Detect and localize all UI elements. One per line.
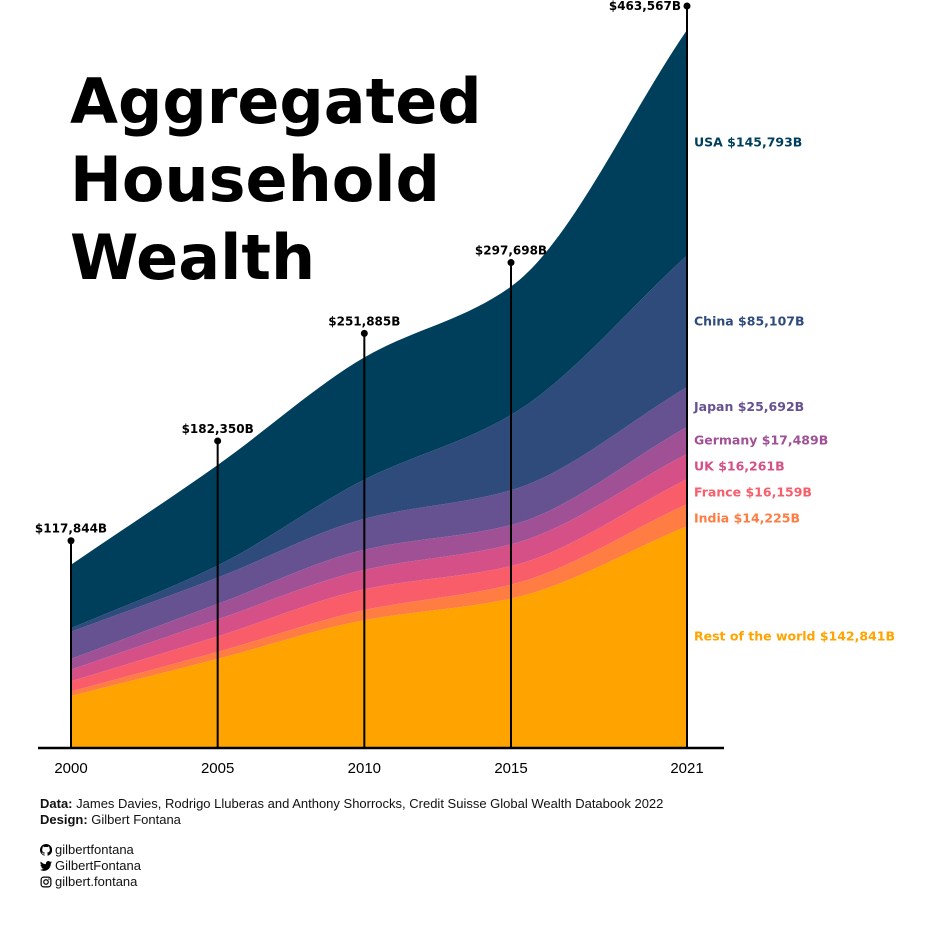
chart-title: Aggregated Household Wealth — [70, 65, 482, 294]
series-label-japan: Japan $25,692B — [693, 399, 804, 414]
series-label-uk: UK $16,261B — [694, 458, 785, 473]
total-dot-2010 — [360, 329, 368, 337]
total-label-2005: $182,350B — [182, 422, 254, 436]
year-markers — [67, 2, 691, 747]
twitter-handle: GilbertFontana — [55, 858, 141, 873]
area-uk — [71, 453, 687, 682]
area-usa — [71, 30, 687, 629]
social-links: gilbertfontana GilbertFontana gilbert.fo… — [40, 842, 663, 890]
instagram-handle: gilbert.fontana — [55, 874, 138, 889]
area-france — [71, 479, 687, 692]
series-label-india: India $14,225B — [694, 510, 800, 525]
data-credit: Data: James Davies, Rodrigo Lluberas and… — [40, 796, 663, 812]
area-india — [71, 504, 687, 696]
github-link[interactable]: gilbertfontana — [40, 842, 663, 858]
design-credit: Design: Gilbert Fontana — [40, 812, 663, 828]
area-germany — [71, 426, 687, 670]
instagram-icon — [40, 876, 52, 888]
title-line-2: Household — [70, 143, 440, 216]
instagram-link[interactable]: gilbert.fontana — [40, 874, 663, 890]
x-axis-ticks: 2000 2005 2010 2015 2021 — [54, 760, 703, 777]
series-label-france: France $16,159B — [694, 484, 812, 499]
area-japan — [71, 387, 687, 659]
total-label-2010: $251,885B — [328, 314, 400, 328]
total-dot-2000 — [67, 537, 75, 545]
github-icon — [40, 844, 52, 856]
series-label-germany: Germany $17,489B — [694, 432, 828, 447]
total-label-2000: $117,844B — [35, 522, 107, 536]
title-line-1: Aggregated — [70, 65, 482, 138]
area-china — [71, 255, 687, 632]
x-tick-label: 2015 — [494, 760, 527, 777]
total-dot-2005 — [214, 437, 222, 445]
series-label-rest-of-the-world: Rest of the world $142,841B — [694, 629, 895, 644]
github-handle: gilbertfontana — [55, 842, 134, 857]
title-line-3: Wealth — [70, 221, 315, 294]
data-credit-text: James Davies, Rodrigo Lluberas and Antho… — [76, 796, 664, 811]
twitter-icon — [40, 861, 52, 871]
twitter-link[interactable]: GilbertFontana — [40, 858, 663, 874]
total-dot-2021 — [683, 2, 691, 10]
total-labels: $117,844B $182,350B $251,885B $297,698B $463… — [35, 0, 681, 536]
design-credit-label: Design: — [40, 812, 88, 827]
footer: Data: James Davies, Rodrigo Lluberas and… — [40, 796, 663, 890]
stacked-areas — [71, 30, 687, 747]
design-credit-text: Gilbert Fontana — [91, 812, 181, 827]
area-rest-of-the-world — [71, 526, 687, 747]
series-labels: USA $145,793B China $85,107B Japan $25,692… — [693, 135, 895, 644]
x-tick-label: 2005 — [201, 760, 234, 777]
x-tick-label: 2010 — [348, 760, 381, 777]
series-label-china: China $85,107B — [694, 313, 805, 328]
x-tick-label: 2000 — [54, 760, 87, 777]
total-label-2021: $463,567B — [609, 0, 681, 13]
total-label-2015: $297,698B — [475, 244, 547, 258]
data-credit-label: Data: — [40, 796, 73, 811]
total-dot-2015 — [507, 259, 515, 267]
series-label-usa: USA $145,793B — [694, 135, 802, 150]
x-tick-label: 2021 — [670, 760, 703, 777]
